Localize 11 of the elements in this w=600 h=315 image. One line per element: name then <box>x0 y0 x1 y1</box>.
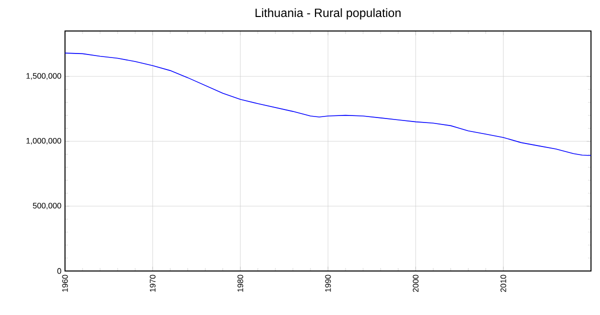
y-tick-label: 1,500,000 <box>26 73 62 80</box>
y-tick-label: 0 <box>57 268 62 274</box>
x-tick-label: 1960 <box>62 274 68 292</box>
x-tick-label: 2010 <box>500 274 506 292</box>
x-tick-label: 1970 <box>150 274 156 292</box>
x-tick-label: 1990 <box>325 274 331 292</box>
y-tick-label: 500,000 <box>32 202 62 210</box>
x-tick-label: 2000 <box>412 274 418 292</box>
chart-title: Lithuania - Rural population <box>256 8 401 20</box>
y-tick-label: 1,000,000 <box>26 138 62 145</box>
x-tick-label: 1980 <box>238 274 244 292</box>
